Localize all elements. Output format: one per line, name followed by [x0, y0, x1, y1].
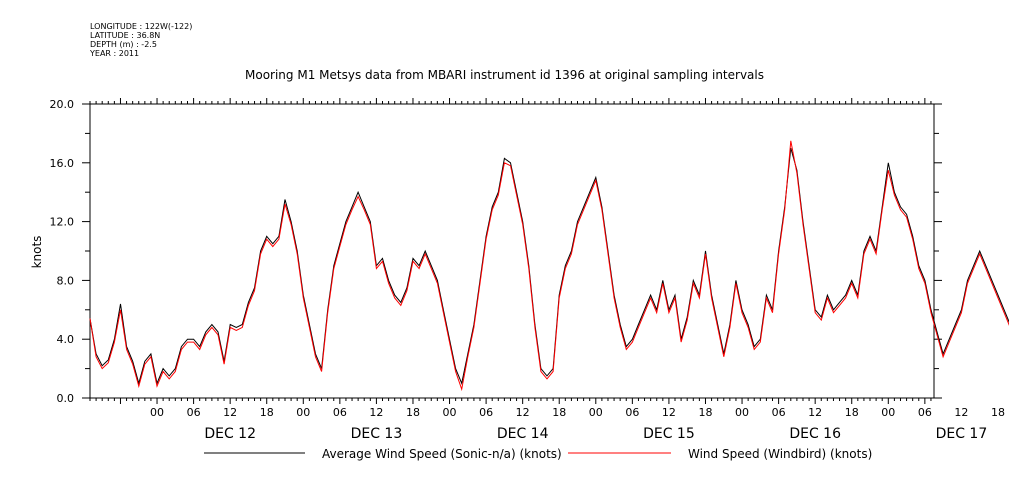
series-line-average-wind-speed: [89, 147, 1009, 386]
x-tick-label: 12: [954, 406, 968, 419]
depth-label: DEPTH (m) : -2.5: [90, 40, 157, 49]
x-day-label: DEC 12: [204, 426, 256, 442]
longitude-label: LONGITUDE : 122W(-122): [90, 22, 193, 31]
x-day-label: DEC 16: [789, 426, 841, 442]
y-tick-label: 16.0: [50, 157, 75, 170]
x-tick-label: 06: [187, 406, 201, 419]
x-tick-label: 06: [918, 406, 932, 419]
x-tick-label: 00: [150, 406, 164, 419]
y-tick-label: 0.0: [57, 392, 75, 405]
legend: Average Wind Speed (Sonic-n/a) (knots) Wi…: [204, 447, 872, 461]
x-tick-label: 00: [443, 406, 457, 419]
x-tick-label: 12: [369, 406, 383, 419]
x-tick-label: 12: [808, 406, 822, 419]
x-tick-label: 18: [406, 406, 420, 419]
y-axis-ticks: 0.0 4.0 8.0 12.0 16.0 20.0: [50, 98, 942, 405]
x-tick-label: 00: [881, 406, 895, 419]
x-tick-label: 06: [333, 406, 347, 419]
x-tick-label: 12: [516, 406, 530, 419]
x-tick-label: 00: [589, 406, 603, 419]
legend-entry-average-label: Average Wind Speed (Sonic-n/a) (knots): [322, 447, 562, 461]
x-tick-label: 12: [223, 406, 237, 419]
x-tick-label: 12: [662, 406, 676, 419]
x-tick-label: 06: [479, 406, 493, 419]
y-tick-label: 4.0: [57, 333, 75, 346]
y-tick-label: 8.0: [57, 274, 75, 287]
x-day-label: DEC 15: [643, 426, 695, 442]
x-tick-label: 18: [845, 406, 859, 419]
x-axis-ticks: 00 06 12 18 00 06 12 18 00 06 12 18 00 06 12 18 00 06 12 18…: [89, 98, 1005, 442]
x-day-label: DEC 13: [351, 426, 403, 442]
x-tick-label: 18: [991, 406, 1005, 419]
x-tick-label: 18: [552, 406, 566, 419]
series-line-windbird-wind-speed: [89, 140, 1009, 392]
x-tick-label: 00: [735, 406, 749, 419]
x-day-label: DEC 14: [497, 426, 549, 442]
y-tick-label: 20.0: [50, 98, 75, 111]
series-group: [89, 140, 1009, 392]
x-tick-label: 06: [625, 406, 639, 419]
chart-title: Mooring M1 Metsys data from MBARI instru…: [245, 68, 764, 82]
x-tick-label: 18: [260, 406, 274, 419]
year-label: YEAR : 2011: [90, 49, 140, 58]
y-tick-label: 12.0: [50, 216, 75, 229]
x-tick-label: 06: [772, 406, 786, 419]
legend-entry-windbird-label: Wind Speed (Windbird) (knots): [688, 447, 872, 461]
x-day-label: DEC 17: [936, 426, 988, 442]
y-axis-label: knots: [30, 236, 44, 269]
x-tick-label: 18: [698, 406, 712, 419]
latitude-label: LATITUDE : 36.8N: [90, 31, 161, 40]
x-tick-label: 00: [296, 406, 310, 419]
